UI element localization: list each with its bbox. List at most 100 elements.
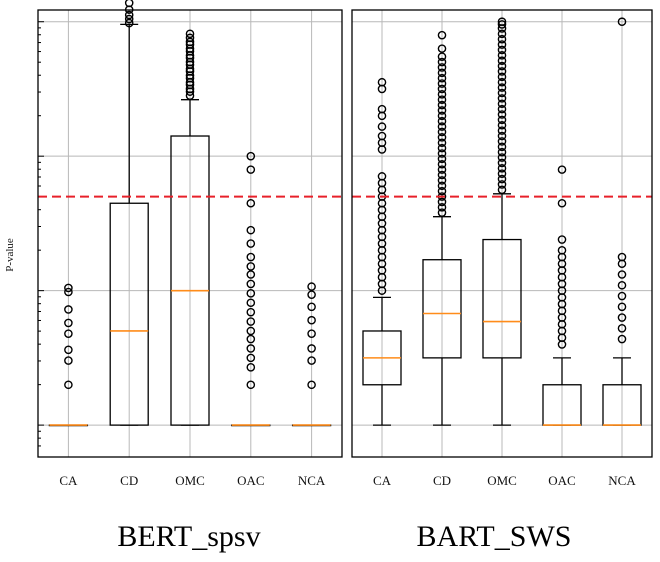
- outlier-point: [307, 290, 316, 299]
- outlier-point: [497, 61, 507, 71]
- outlier-point: [437, 57, 447, 67]
- outlier-point: [497, 131, 507, 141]
- outlier-point: [64, 356, 73, 365]
- outlier-point: [246, 317, 256, 326]
- outlier-point: [246, 165, 256, 174]
- outlier-point: [64, 287, 73, 297]
- outlier-point: [246, 298, 256, 308]
- outlier-point: [185, 33, 195, 43]
- plot-frame: [37, 9, 343, 458]
- outlier-point: [437, 79, 447, 88]
- outlier-point: [377, 104, 387, 114]
- outlier-point: [437, 208, 447, 217]
- outlier-point: [437, 202, 447, 212]
- outlier-point: [497, 34, 507, 44]
- outlier-point: [617, 17, 627, 27]
- x-tick-label: CD: [433, 473, 451, 488]
- x-tick-label: OAC: [548, 473, 575, 488]
- outlier-point: [246, 362, 256, 372]
- outlier-point: [497, 142, 507, 152]
- outlier-point: [246, 289, 256, 298]
- outlier-point: [497, 51, 507, 60]
- outlier-point: [124, 10, 134, 20]
- outlier-point: [497, 137, 507, 146]
- panel-bert-spsv: CA CD OMC OAC NCA: [37, 0, 343, 488]
- outlier-point: [64, 318, 73, 328]
- outlier-point: [437, 30, 447, 40]
- outlier-point: [617, 334, 627, 344]
- outlier-point: [246, 344, 256, 353]
- outlier-point: [437, 197, 447, 207]
- outlier-point: [497, 158, 507, 168]
- outlier-point: [497, 67, 507, 76]
- box-omc: [170, 135, 210, 426]
- outlier-point: [246, 225, 256, 235]
- outlier-point: [497, 20, 507, 29]
- outlier-point: [437, 63, 447, 72]
- outlier-point: [377, 131, 387, 141]
- outlier-point: [497, 115, 507, 125]
- outlier-point: [246, 262, 256, 271]
- plot-frame: [351, 9, 653, 458]
- x-tick-label: CA: [59, 473, 78, 488]
- outlier-point: [307, 302, 316, 312]
- outlier-point: [437, 73, 447, 83]
- outlier-point: [497, 110, 507, 119]
- outlier-point: [437, 181, 447, 191]
- outlier-point: [617, 291, 627, 301]
- outlier-point: [246, 353, 256, 363]
- panel-bart-sws: CA CD OMC OAC NCA: [351, 9, 653, 488]
- outlier-point: [437, 95, 447, 105]
- outlier-point: [497, 153, 507, 162]
- outlier-point: [307, 356, 316, 365]
- outlier-point: [307, 329, 316, 338]
- outlier-point: [437, 186, 447, 196]
- outlier-point: [64, 329, 73, 338]
- outlier-point: [617, 302, 627, 312]
- outlier-point: [497, 83, 507, 92]
- outlier-point: [497, 77, 507, 87]
- outlier-point: [437, 122, 447, 131]
- outlier-point: [437, 84, 447, 94]
- outlier-point: [246, 239, 256, 248]
- outlier-point: [497, 72, 507, 82]
- outlier-point: [437, 106, 447, 115]
- outlier-point: [377, 122, 387, 131]
- outlier-point: [437, 90, 447, 99]
- outlier-point: [64, 283, 73, 293]
- outlier-point: [497, 88, 507, 98]
- x-tick-label: OMC: [487, 473, 517, 488]
- outlier-point: [437, 100, 447, 110]
- outlier-point: [557, 198, 567, 208]
- outlier-point: [246, 252, 256, 262]
- outlier-point: [497, 99, 507, 109]
- y-axis-label: P-value: [4, 238, 16, 272]
- outlier-point: [437, 165, 447, 174]
- x-tick-label: NCA: [298, 473, 326, 488]
- outlier-point: [437, 176, 447, 185]
- outlier-point: [497, 29, 507, 39]
- x-tick-label: CA: [373, 473, 392, 488]
- x-tick-label: NCA: [608, 473, 636, 488]
- outlier-point: [246, 307, 256, 317]
- outlier-point: [437, 143, 447, 153]
- outlier-point: [497, 120, 507, 130]
- outlier-point: [497, 180, 507, 189]
- outlier-point: [377, 172, 387, 181]
- outlier-point: [437, 127, 447, 137]
- outlier-point: [437, 68, 447, 78]
- outlier-point: [307, 344, 316, 353]
- outlier-point: [437, 149, 447, 158]
- outlier-point: [617, 259, 627, 269]
- x-tick-label: OAC: [237, 473, 264, 488]
- outlier-point: [437, 159, 447, 169]
- outlier-point: [617, 270, 627, 279]
- outlier-point: [437, 52, 447, 61]
- x-tick-label: OMC: [175, 473, 205, 488]
- outlier-point: [557, 165, 567, 174]
- outlier-point: [124, 14, 134, 24]
- outlier-point: [497, 45, 507, 55]
- box-cd: [422, 259, 462, 359]
- outlier-point: [497, 163, 507, 173]
